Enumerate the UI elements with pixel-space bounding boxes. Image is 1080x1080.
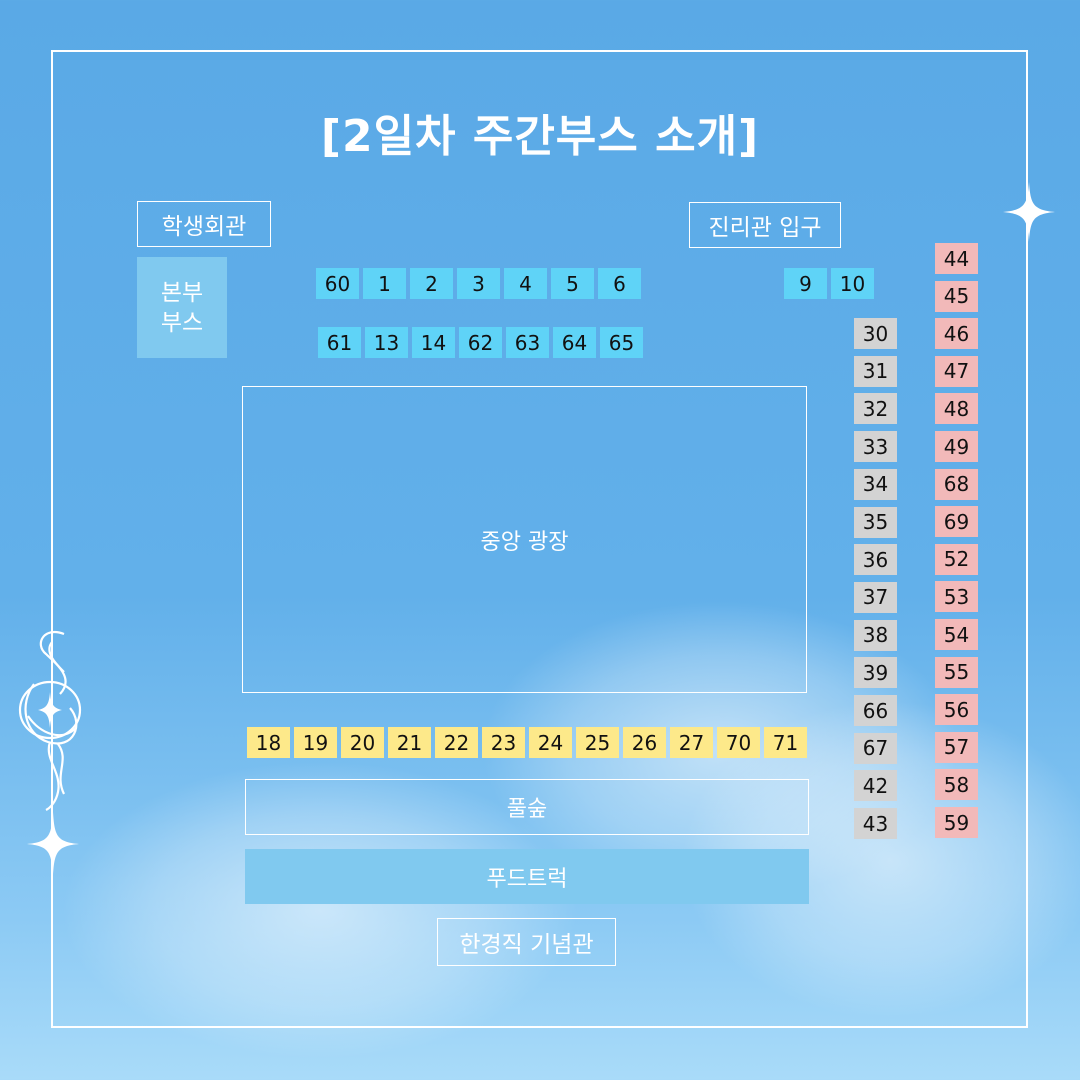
booth-5: 5 (551, 268, 594, 299)
booth-22: 22 (435, 727, 478, 758)
booth-52: 52 (935, 543, 978, 575)
booth-32: 32 (854, 393, 897, 425)
booth-30: 30 (854, 318, 897, 349)
booth-49: 49 (935, 431, 978, 462)
booth-47: 47 (935, 355, 978, 387)
page-title: [2일차 주간부스 소개] (320, 111, 760, 162)
booth-39: 39 (854, 657, 897, 689)
booth-2: 2 (410, 268, 453, 299)
booth-70: 70 (717, 727, 760, 758)
booth-55: 55 (935, 656, 978, 688)
booth-27: 27 (670, 727, 713, 758)
booth-53: 53 (935, 581, 978, 613)
booth-23: 23 (482, 727, 525, 758)
booth-63: 63 (506, 327, 549, 358)
booth-61: 61 (318, 327, 361, 358)
booth-71: 71 (764, 727, 807, 758)
sparkle-icon (27, 812, 79, 876)
booth-3: 3 (457, 268, 500, 299)
memorial-hall-label: 한경직 기념관 (437, 918, 616, 966)
booth-56: 56 (935, 694, 978, 726)
booth-57: 57 (935, 731, 978, 763)
booth-31: 31 (854, 355, 897, 387)
booth-64: 64 (553, 327, 596, 358)
booth-4: 4 (504, 268, 547, 299)
booth-19: 19 (294, 727, 337, 758)
sparkle-icon (1003, 182, 1055, 242)
booth-69: 69 (935, 506, 978, 538)
forest-area: 풀숲 (245, 779, 809, 835)
hq-booth-label-line2: 부스 (160, 309, 204, 336)
booth-35: 35 (854, 506, 897, 538)
booth-54: 54 (935, 619, 978, 650)
booth-60: 60 (316, 268, 359, 299)
booth-62: 62 (459, 327, 502, 358)
ornament-icon (18, 631, 82, 811)
booth-6: 6 (598, 268, 641, 299)
booth-20: 20 (341, 727, 384, 758)
booth-24: 24 (529, 727, 572, 758)
booth-42: 42 (854, 770, 897, 802)
booth-33: 33 (854, 431, 897, 463)
booth-37: 37 (854, 581, 897, 613)
booth-34: 34 (854, 468, 897, 500)
food-truck-area: 푸드트럭 (245, 849, 809, 904)
hq-booth: 본부 부스 (137, 257, 227, 358)
booth-36: 36 (854, 544, 897, 576)
booth-67: 67 (854, 732, 897, 764)
central-plaza-label: 중앙 광장 (480, 529, 569, 555)
booth-48: 48 (935, 393, 978, 425)
booth-58: 58 (935, 769, 978, 801)
map-frame (51, 50, 1028, 1028)
booth-65: 65 (600, 327, 643, 358)
booth-26: 26 (623, 727, 666, 758)
booth-68: 68 (935, 468, 978, 500)
central-plaza: 중앙 광장 (242, 386, 807, 693)
food-truck-label: 푸드트럭 (486, 866, 568, 892)
booth-1: 1 (363, 268, 406, 299)
booth-21: 21 (388, 727, 431, 758)
booth-14: 14 (412, 327, 455, 358)
booth-43: 43 (854, 808, 897, 840)
booth-46: 46 (935, 318, 978, 350)
forest-label: 풀숲 (506, 797, 548, 822)
jinri-entrance-label: 진리관 입구 (689, 202, 841, 248)
student-hall-label: 학생회관 (137, 201, 271, 247)
booth-59: 59 (935, 807, 978, 838)
booth-25: 25 (576, 727, 619, 758)
booth-9: 9 (784, 268, 827, 299)
booth-10: 10 (831, 268, 874, 299)
booth-13: 13 (365, 327, 408, 358)
booth-38: 38 (854, 619, 897, 651)
booth-45: 45 (935, 280, 978, 312)
booth-44: 44 (935, 243, 978, 274)
booth-66: 66 (854, 695, 897, 726)
booth-18: 18 (247, 727, 290, 758)
hq-booth-label-line1: 본부 (160, 279, 204, 306)
cloud-decoration (60, 760, 580, 1060)
